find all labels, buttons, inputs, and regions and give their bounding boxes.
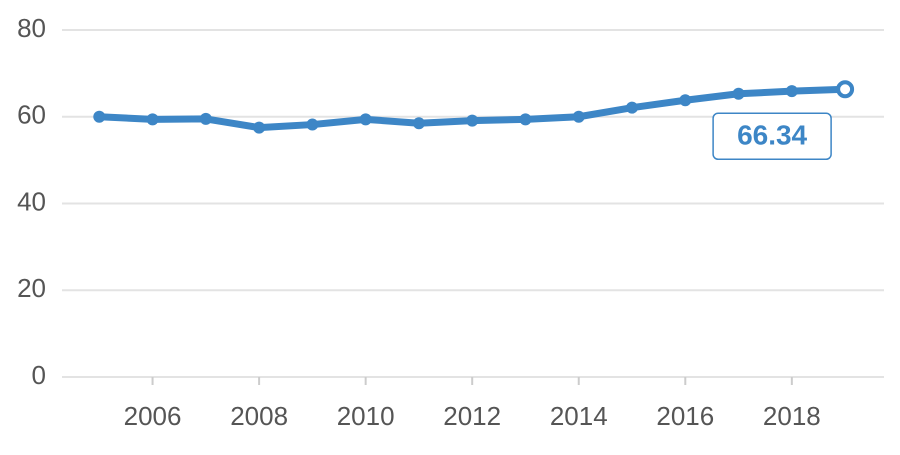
y-tick-label: 20 xyxy=(17,273,46,303)
point xyxy=(199,112,212,125)
y-tick-label: 0 xyxy=(32,360,46,390)
point xyxy=(359,113,372,126)
point xyxy=(785,85,798,98)
x-tick-label: 2008 xyxy=(230,401,288,431)
point xyxy=(306,118,319,131)
point xyxy=(466,114,479,127)
value-label-text: 66.34 xyxy=(737,120,807,151)
point xyxy=(519,113,532,126)
point xyxy=(146,113,159,126)
y-tick-label: 40 xyxy=(17,186,46,216)
point xyxy=(626,101,639,114)
value-label: 66.34 xyxy=(712,112,832,161)
point xyxy=(836,80,855,99)
point xyxy=(572,110,585,123)
y-tick-label: 80 xyxy=(17,13,46,43)
x-tick-label: 2012 xyxy=(443,401,501,431)
point xyxy=(253,121,266,134)
x-tick-label: 2016 xyxy=(656,401,714,431)
x-tick-label: 2018 xyxy=(763,401,821,431)
point xyxy=(732,87,745,100)
point xyxy=(412,117,425,130)
point xyxy=(93,110,106,123)
x-tick-label: 2006 xyxy=(124,401,182,431)
x-tick-label: 2014 xyxy=(550,401,608,431)
x-tick-label: 2010 xyxy=(337,401,395,431)
value-label-box xyxy=(712,112,832,161)
point xyxy=(679,94,692,107)
y-tick-label: 60 xyxy=(17,100,46,130)
